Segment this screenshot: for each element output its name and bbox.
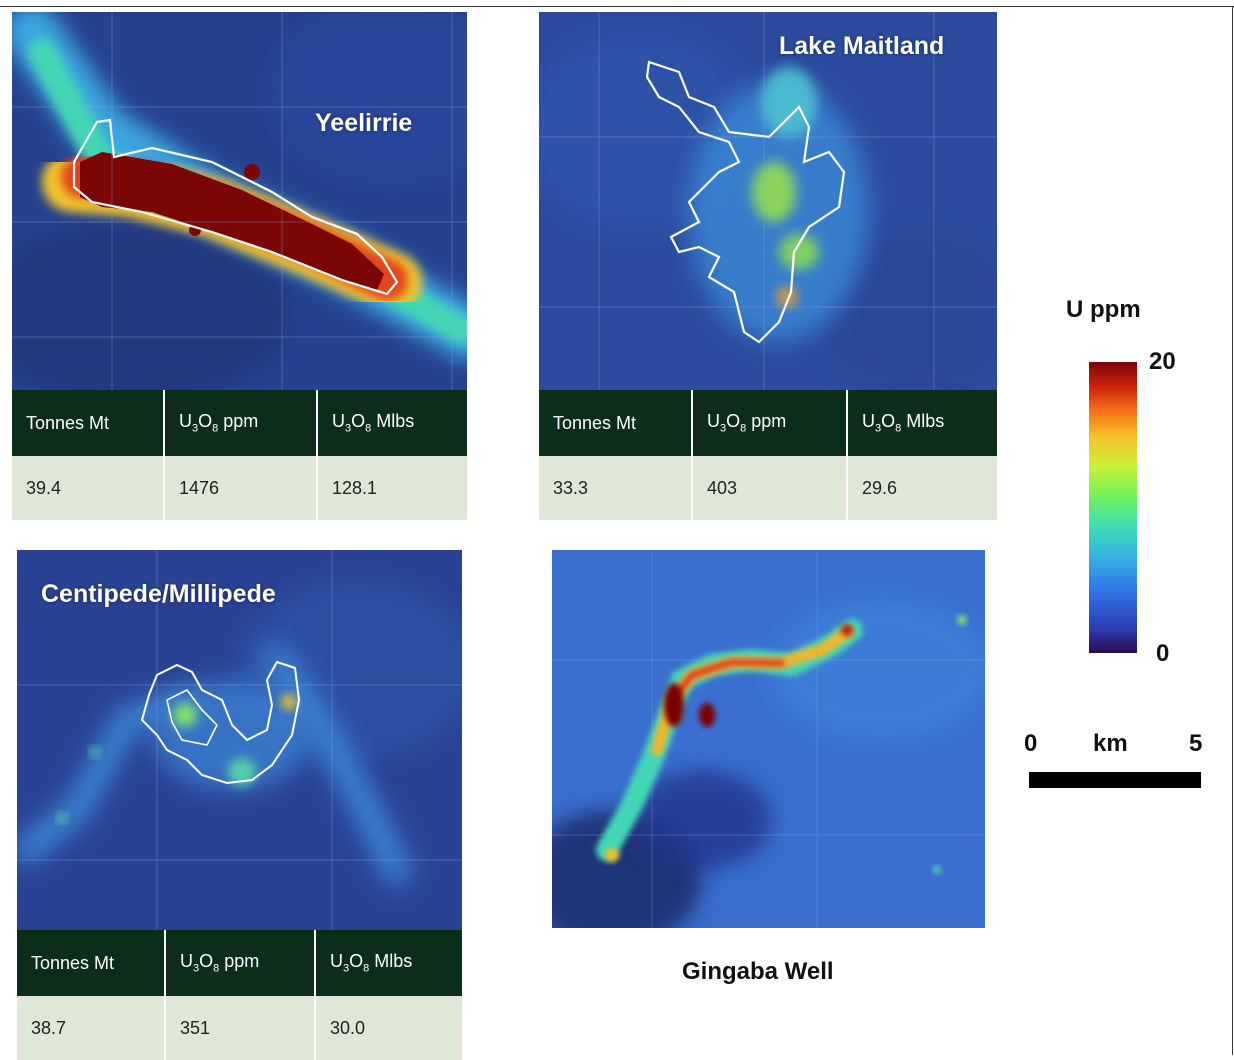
colorbar xyxy=(1089,362,1137,653)
table-header: Tonnes Mt xyxy=(12,390,165,456)
colorbar-max-label: 20 xyxy=(1149,348,1176,375)
resource-table-centipede: Tonnes Mt U3O8 ppm U3O8 Mlbs 38.7 351 30… xyxy=(17,930,462,1060)
scale-end-label: 5 xyxy=(1189,730,1203,757)
map-centipede-millipede: Centipede/Millipede xyxy=(17,550,462,930)
table-cell: 39.4 xyxy=(12,456,165,520)
map-yeelirrie: Yeelirrie xyxy=(12,12,467,390)
table-cell: 128.1 xyxy=(317,456,467,520)
table-header: U3O8 ppm xyxy=(165,930,316,996)
resource-table-yeelirrie: Tonnes Mt U3O8 ppm U3O8 Mlbs 39.4 1476 1… xyxy=(12,390,467,520)
centipede-heatmap xyxy=(17,550,462,930)
table-header: Tonnes Mt xyxy=(17,930,166,996)
map-gingaba-well xyxy=(552,550,985,928)
table-cell: 1476 xyxy=(164,456,318,520)
table-header: U3O8 ppm xyxy=(164,390,318,456)
map-title-gingaba-well: Gingaba Well xyxy=(682,958,834,985)
table-header: U3O8 Mlbs xyxy=(315,930,462,996)
lake-maitland-heatmap xyxy=(539,12,997,390)
scale-bar xyxy=(1029,772,1201,788)
yeelirrie-heatmap xyxy=(12,12,467,390)
gingaba-heatmap xyxy=(552,550,985,928)
table-cell: 38.7 xyxy=(17,996,166,1060)
scale-start-label: 0 xyxy=(1024,730,1038,757)
table-cell: 33.3 xyxy=(539,456,693,520)
frame-right-border xyxy=(1232,6,1233,1055)
map-lake-maitland: Lake Maitland xyxy=(539,12,997,390)
table-cell: 403 xyxy=(692,456,848,520)
map-title-centipede-millipede: Centipede/Millipede xyxy=(41,580,276,608)
frame-top-border xyxy=(0,6,1234,7)
table-cell: 351 xyxy=(165,996,316,1060)
legend-title: U ppm xyxy=(1066,296,1141,323)
map-title-yeelirrie: Yeelirrie xyxy=(315,109,413,137)
table-cell: 30.0 xyxy=(315,996,462,1060)
table-header: U3O8 ppm xyxy=(692,390,848,456)
resource-table-lake-maitland: Tonnes Mt U3O8 ppm U3O8 Mlbs 33.3 403 29… xyxy=(539,390,997,520)
table-cell: 29.6 xyxy=(847,456,997,520)
colorbar-min-label: 0 xyxy=(1156,640,1170,667)
table-header: U3O8 Mlbs xyxy=(847,390,997,456)
table-header: U3O8 Mlbs xyxy=(317,390,467,456)
scale-unit-label: km xyxy=(1093,730,1128,757)
map-title-lake-maitland: Lake Maitland xyxy=(779,32,945,60)
table-header: Tonnes Mt xyxy=(539,390,693,456)
